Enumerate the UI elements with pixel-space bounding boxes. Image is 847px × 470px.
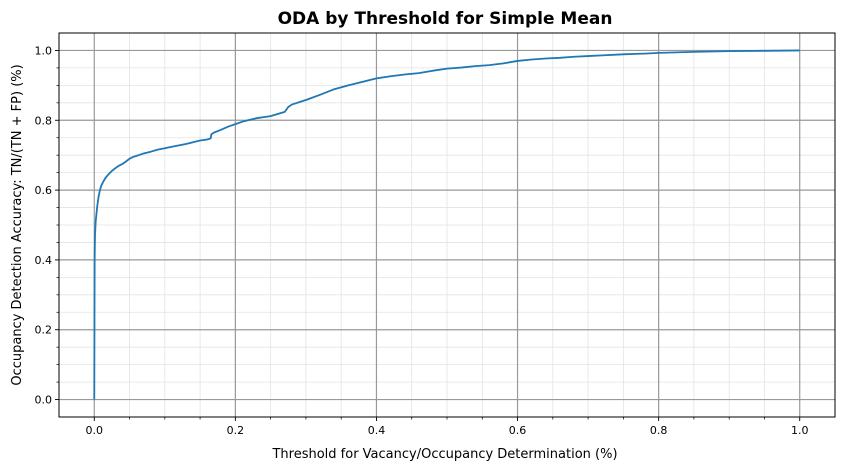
x-tick-label: 0.4 bbox=[368, 424, 386, 437]
chart-title: ODA by Threshold for Simple Mean bbox=[278, 9, 613, 29]
x-tick-label: 1.0 bbox=[791, 424, 809, 437]
series-line bbox=[93, 49, 800, 400]
y-tick-label: 0.8 bbox=[35, 114, 53, 127]
y-tick-label: 0.6 bbox=[35, 184, 53, 197]
x-tick-label: 0.2 bbox=[227, 424, 245, 437]
ticks: 0.0 0.2 0.4 0.6 0.8 1.0 0.0 0.2 0.4 0.6 0.8 1.0 bbox=[35, 44, 809, 437]
plot-lines bbox=[93, 49, 800, 400]
major-grid bbox=[59, 33, 835, 417]
y-tick-label: 0.4 bbox=[35, 254, 53, 267]
x-axis-label: Threshold for Vacancy/Occupancy Determin… bbox=[271, 447, 617, 462]
x-tick-label: 0.8 bbox=[650, 424, 668, 437]
y-tick-label: 1.0 bbox=[35, 44, 53, 57]
x-tick-label: 0.6 bbox=[509, 424, 527, 437]
y-tick-label: 0.2 bbox=[35, 324, 53, 337]
x-tick-label: 0.0 bbox=[86, 424, 104, 437]
minor-grid bbox=[59, 33, 835, 417]
y-axis-label: Occupancy Detection Accuracy: TN/(TN + F… bbox=[10, 64, 25, 385]
y-tick-label: 0.0 bbox=[35, 394, 53, 407]
